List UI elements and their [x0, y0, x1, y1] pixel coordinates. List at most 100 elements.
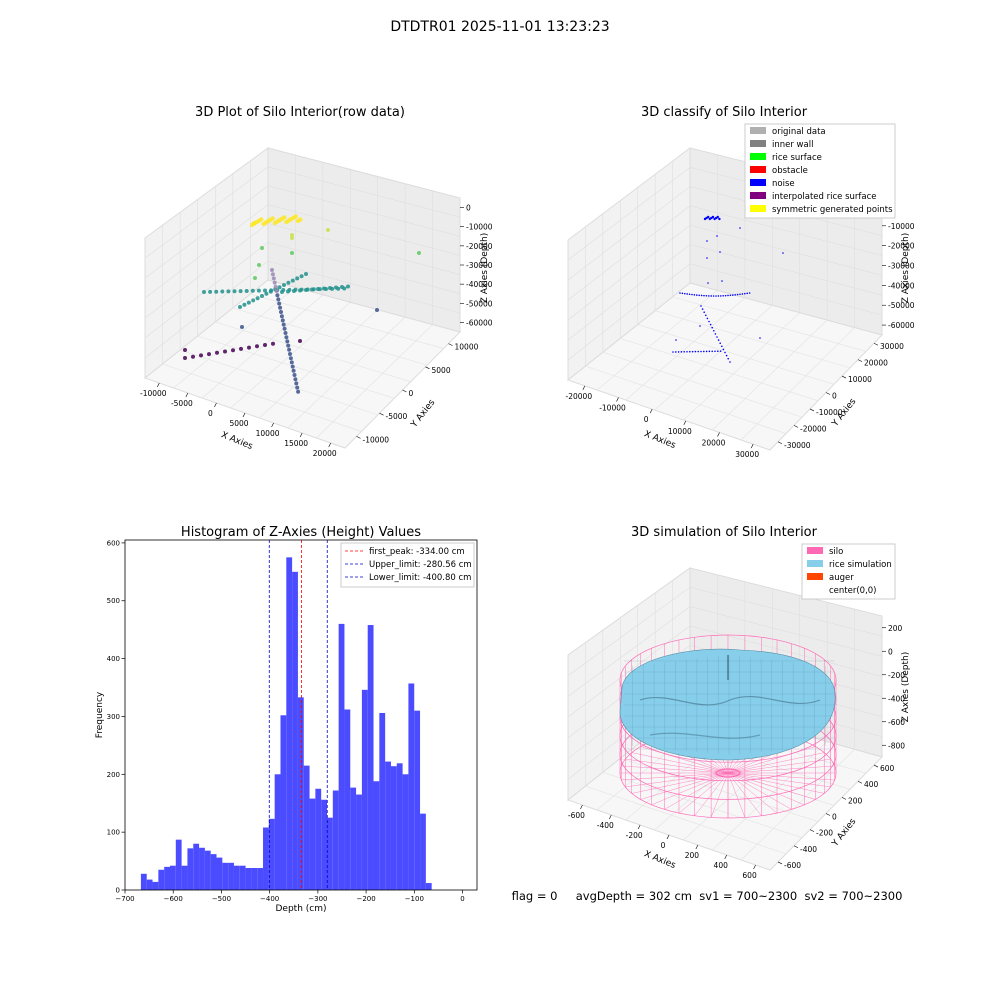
silo-floor-spoke — [727, 746, 816, 774]
classify-noise-point — [706, 240, 708, 242]
raw-x-tick-label: -5000 — [171, 399, 193, 408]
classify-y-tick — [873, 342, 879, 346]
classify-grid-line — [567, 263, 883, 361]
classify-noise-point — [722, 348, 725, 351]
simulation-grid-line — [567, 586, 883, 676]
classify-noise-point — [746, 292, 748, 295]
classify-noise-point — [720, 295, 722, 297]
raw-data-point — [274, 289, 279, 293]
classify-noise-point — [705, 350, 708, 353]
classify-noise-point — [711, 350, 713, 353]
histogram-bar — [263, 827, 269, 890]
classify-z-tick-label: -30000 — [888, 262, 915, 271]
simulation-x-tick-label: -400 — [597, 821, 614, 830]
raw-data-point — [328, 286, 332, 290]
histogram-bar — [146, 879, 153, 890]
silo-floor-spoke — [651, 772, 729, 806]
histogram-bar — [379, 712, 386, 890]
histogram-title: Histogram of Z-Axies (Height) Values — [181, 525, 421, 540]
histogram-bar — [245, 868, 252, 890]
histogram-x-tick-label: −100 — [405, 895, 424, 903]
histogram-y-tick-label: 400 — [107, 655, 120, 663]
simulation-plot-ylabel: Y Axies — [830, 817, 859, 850]
classify-noise-point — [707, 282, 709, 284]
raw-x-tick — [185, 392, 189, 398]
raw-grid-line — [180, 349, 378, 416]
raw-x-tick-label: -10000 — [140, 389, 167, 398]
histogram-x-tick-label: 0 — [460, 895, 464, 903]
simulation-legend-label: auger — [829, 573, 854, 583]
raw-x-tick — [299, 432, 303, 438]
raw-data-point — [291, 368, 296, 373]
histogram-bar — [175, 839, 182, 890]
silo-floor-spoke — [727, 772, 825, 794]
classify-z-tick-label: -10000 — [888, 222, 915, 231]
raw-data-point — [304, 288, 308, 292]
classify-noise-point — [709, 323, 712, 326]
raw-data-point — [244, 288, 249, 293]
raw-data-point — [290, 251, 294, 255]
raw-data-point — [296, 389, 301, 394]
raw-data-point — [284, 335, 289, 340]
classify-noise-point — [697, 350, 699, 353]
classify-legend-label: original data — [772, 127, 826, 137]
histogram-bar — [332, 790, 339, 890]
raw-data-point — [326, 228, 330, 232]
raw-data-point — [334, 285, 338, 290]
classify-grid-line — [567, 244, 883, 341]
classify-grid-line — [683, 312, 800, 421]
classify-legend-label: symmetric generated points — [772, 205, 893, 215]
raw-data-point — [290, 364, 295, 369]
raw-plot-panes — [143, 147, 461, 449]
classify-x-tick-label: 0 — [644, 415, 649, 424]
raw-z-tick-label: -60000 — [466, 318, 493, 327]
simulation-y-tick — [873, 764, 879, 768]
raw-data-point — [346, 284, 350, 289]
simulation-grid-line — [602, 772, 803, 838]
histogram-legend-label: Upper_limit: -280.56 cm — [369, 560, 472, 570]
silo-floor-spoke — [664, 772, 729, 810]
classify-z-tick-label: -50000 — [888, 301, 915, 310]
classify-grid-line — [625, 297, 746, 401]
silo-floor-spoke — [640, 746, 729, 774]
silo-floor-spoke — [727, 752, 825, 774]
raw-data-point — [270, 216, 275, 221]
histogram-y-tick-label: 500 — [107, 597, 120, 605]
silo-floor-spoke — [625, 758, 729, 774]
figure-suptitle: DTDTR01 2025-11-01 13:23:23 — [390, 19, 609, 35]
classify-noise-point — [706, 257, 708, 259]
raw-data-point — [290, 233, 294, 237]
histogram-bar — [425, 883, 432, 890]
classify-noise-point — [717, 339, 720, 341]
simulation-y-tick-label: 600 — [880, 764, 895, 773]
rice-surface — [619, 648, 836, 761]
classify-x-tick-label: 30000 — [735, 450, 759, 459]
simulation-x-tick — [637, 824, 641, 830]
classify-noise-point — [696, 294, 698, 296]
classify-y-tick-label: -10000 — [816, 408, 843, 417]
classify-noise-point — [681, 292, 684, 295]
raw-data-point — [298, 288, 302, 293]
raw-data-point — [240, 325, 244, 329]
raw-data-point — [375, 308, 379, 312]
raw-data-point — [247, 345, 251, 350]
classify-x-tick-label: -20000 — [566, 392, 593, 401]
classify-noise-point — [711, 215, 715, 219]
simulation-y-tick — [841, 797, 847, 800]
histogram-x-tick-label: −300 — [308, 895, 327, 903]
classify-noise-point — [732, 294, 734, 296]
silo-floor-spoke — [678, 772, 729, 814]
simulation-legend: silo rice simulation auger center(0,0) — [801, 543, 896, 600]
classify-plot-zlabel: Z Axies (Depth) — [901, 233, 911, 304]
classify-noise-point — [722, 294, 724, 297]
raw-data-point — [253, 276, 257, 280]
histogram-y-tick-label: 200 — [107, 771, 120, 779]
classify-noise-point — [706, 317, 709, 320]
rice-surface-mesh — [619, 648, 836, 761]
raw-y-tick-label: 10000 — [455, 343, 479, 352]
histogram-x-tick-label: −600 — [164, 895, 183, 903]
histogram-xlabel: Depth (cm) — [275, 904, 326, 914]
raw-x-tick-label: 5000 — [229, 419, 248, 428]
classify-x-tick-label: 20000 — [702, 439, 726, 448]
classify-noise-point — [675, 351, 677, 353]
